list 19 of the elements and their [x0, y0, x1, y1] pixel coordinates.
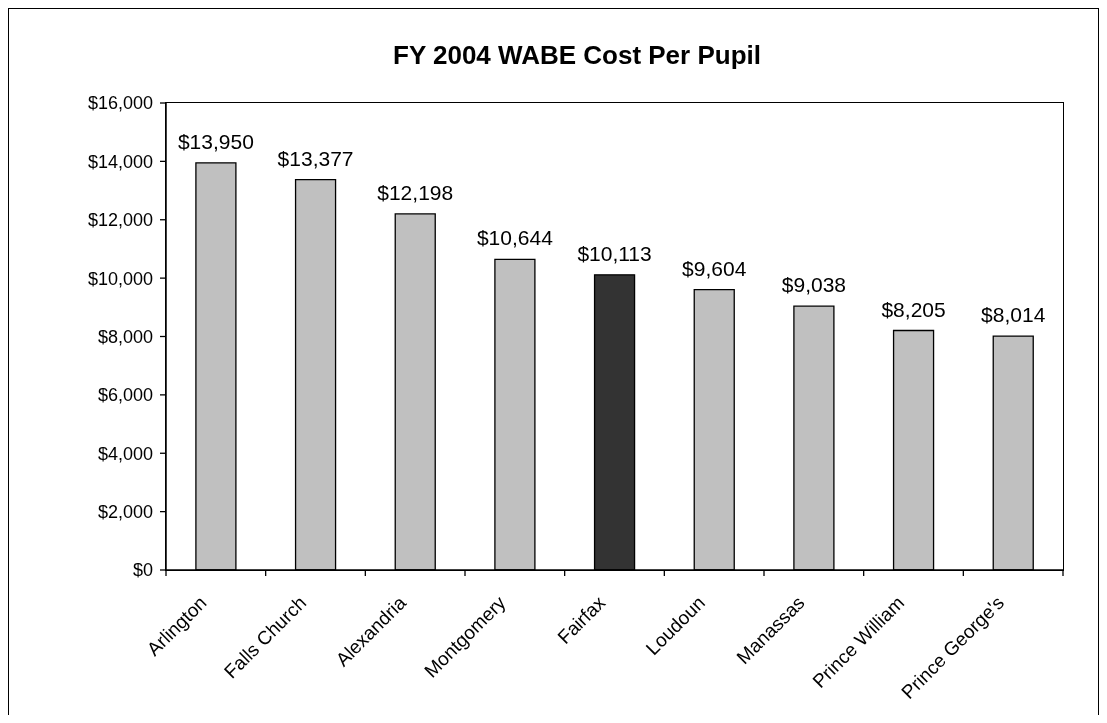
data-label: $8,014 [981, 303, 1046, 327]
data-label: $10,113 [577, 241, 652, 265]
y-tick-label: $0 [132, 560, 153, 581]
y-tick-label: $16,000 [87, 93, 153, 114]
y-tick-label: $12,000 [87, 210, 153, 231]
data-label: $9,604 [682, 256, 747, 280]
data-label: $9,038 [781, 273, 847, 297]
data-label: $13,377 [277, 146, 354, 170]
chart-title: FY 2004 WABE Cost Per Pupil [393, 40, 761, 71]
y-tick-label: $4,000 [97, 443, 153, 464]
data-label: $12,198 [377, 180, 454, 204]
y-tick-label: $14,000 [87, 151, 153, 172]
data-label: $13,950 [177, 129, 254, 153]
data-label: $8,205 [881, 297, 946, 321]
y-tick-label: $8,000 [97, 326, 153, 347]
y-tick-label: $6,000 [97, 385, 153, 406]
y-tick-label: $10,000 [87, 268, 153, 289]
data-label: $10,644 [476, 226, 554, 250]
y-tick-label: $2,000 [97, 502, 153, 523]
